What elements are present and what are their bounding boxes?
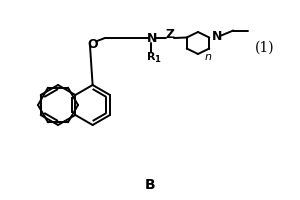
Text: n: n bbox=[205, 52, 212, 62]
Text: B: B bbox=[145, 178, 155, 192]
Text: N: N bbox=[212, 30, 222, 43]
Text: Z: Z bbox=[165, 28, 175, 42]
Text: N: N bbox=[147, 31, 157, 45]
Text: 1: 1 bbox=[154, 55, 160, 64]
Text: R: R bbox=[147, 52, 155, 62]
Text: (1): (1) bbox=[255, 41, 275, 55]
Text: O: O bbox=[88, 38, 98, 51]
